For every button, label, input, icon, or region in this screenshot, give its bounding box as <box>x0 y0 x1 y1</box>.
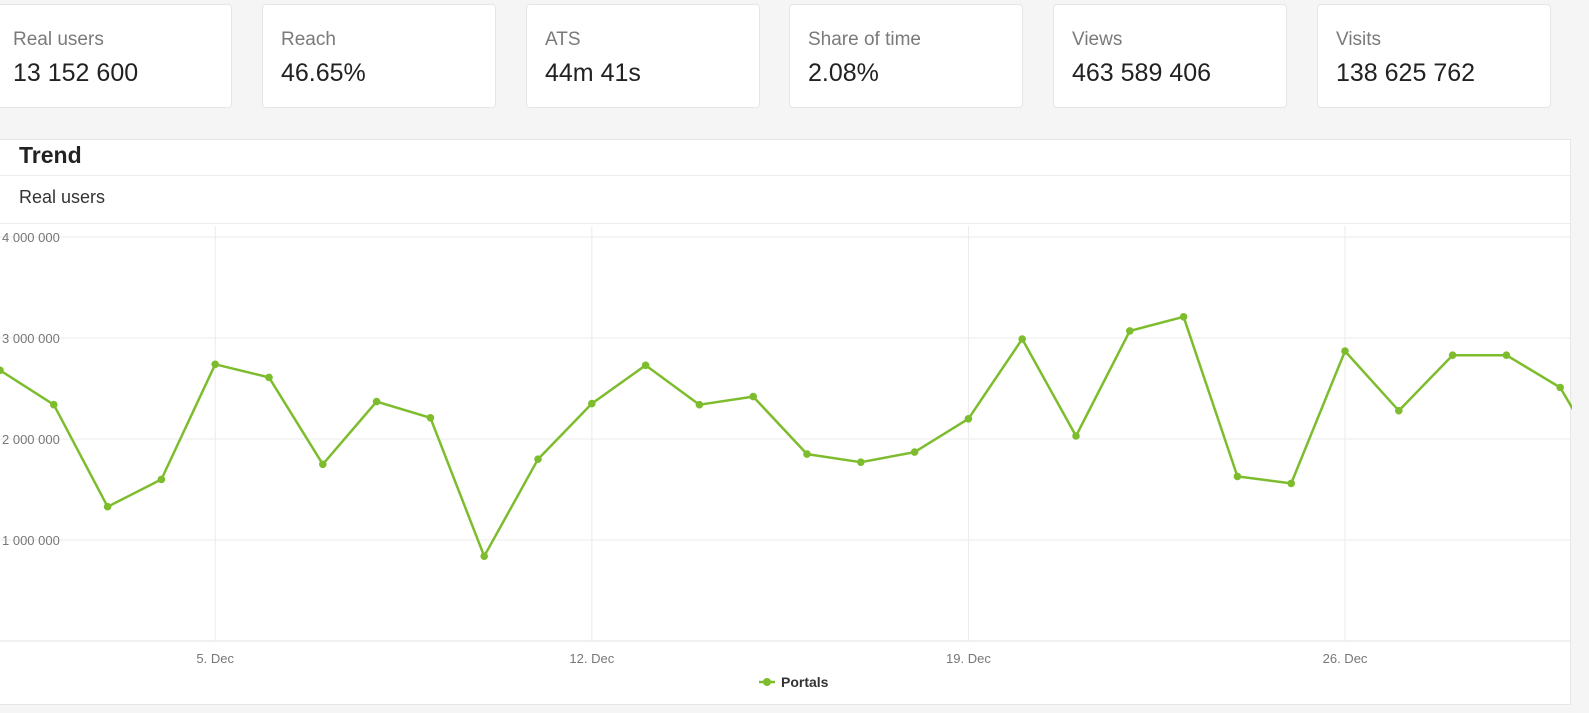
data-point <box>1556 383 1564 392</box>
data-point <box>695 400 704 409</box>
series-line <box>0 315 1572 558</box>
kpi-value: 2.08% <box>808 59 879 87</box>
data-point <box>157 475 166 484</box>
x-tick-label: 26. Dec <box>1323 651 1368 666</box>
data-point <box>480 552 489 560</box>
data-point <box>588 399 596 408</box>
data-point <box>1448 351 1457 360</box>
data-point <box>803 450 811 458</box>
trend-title: Trend <box>19 142 82 168</box>
x-tick-label: 19. Dec <box>946 651 991 666</box>
data-point <box>1126 327 1134 335</box>
legend-label: Portals <box>781 674 829 690</box>
kpi-cards: Real users 13 152 600 Reach 46.65% ATS 4… <box>0 0 1589 110</box>
kpi-card-share-of-time[interactable]: Share of time 2.08% <box>789 4 1023 108</box>
kpi-value: 138 625 762 <box>1336 59 1476 87</box>
y-tick-label: 3 000 000 <box>2 331 60 346</box>
data-point <box>964 415 973 423</box>
data-point <box>1018 335 1026 343</box>
metric-label: Real users <box>19 187 106 207</box>
data-point <box>50 400 58 409</box>
kpi-label: Reach <box>281 29 336 50</box>
x-tick-label: 12. Dec <box>569 651 614 666</box>
data-point <box>265 373 273 382</box>
data-point <box>426 414 435 422</box>
kpi-card-real-users[interactable]: Real users 13 152 600 <box>0 4 232 108</box>
data-point <box>1395 406 1403 415</box>
data-point <box>1179 313 1188 321</box>
y-tick-label: 2 000 000 <box>2 432 60 447</box>
kpi-label: Share of time <box>808 29 921 50</box>
kpi-value: 13 152 600 <box>13 59 139 87</box>
kpi-label: Visits <box>1336 29 1382 50</box>
kpi-value: 46.65% <box>281 59 366 87</box>
data-point <box>641 361 650 370</box>
data-point <box>910 448 919 456</box>
data-point <box>1287 479 1295 488</box>
data-point <box>857 458 865 467</box>
kpi-card-reach[interactable]: Reach 46.65% <box>262 4 496 108</box>
x-tick-label: 5. Dec <box>196 651 234 666</box>
data-point <box>319 460 327 469</box>
data-point <box>372 397 381 406</box>
kpi-label: Views <box>1072 29 1123 50</box>
title-divider <box>0 175 1570 176</box>
data-point <box>1233 472 1242 481</box>
data-point <box>749 392 757 401</box>
kpi-card-views[interactable]: Views 463 589 406 <box>1053 4 1287 108</box>
y-tick-label: 1 000 000 <box>2 533 60 548</box>
data-point <box>1341 347 1349 355</box>
data-point <box>0 366 4 375</box>
trend-panel: Trend Real users <box>0 139 1571 705</box>
data-point <box>534 455 542 464</box>
kpi-value: 463 589 406 <box>1072 59 1212 87</box>
legend-marker <box>763 678 771 686</box>
data-point <box>103 502 112 511</box>
kpi-value: 44m 41s <box>545 59 641 87</box>
data-point <box>1072 432 1080 440</box>
data-point <box>1502 351 1511 360</box>
kpi-card-visits[interactable]: Visits 138 625 762 <box>1317 4 1551 108</box>
kpi-label: ATS <box>545 29 581 50</box>
data-point <box>211 360 219 369</box>
kpi-card-ats[interactable]: ATS 44m 41s <box>526 4 760 108</box>
y-tick-label: 4 000 000 <box>2 230 60 245</box>
metric-divider <box>0 223 1570 224</box>
kpi-label: Real users <box>13 29 104 50</box>
